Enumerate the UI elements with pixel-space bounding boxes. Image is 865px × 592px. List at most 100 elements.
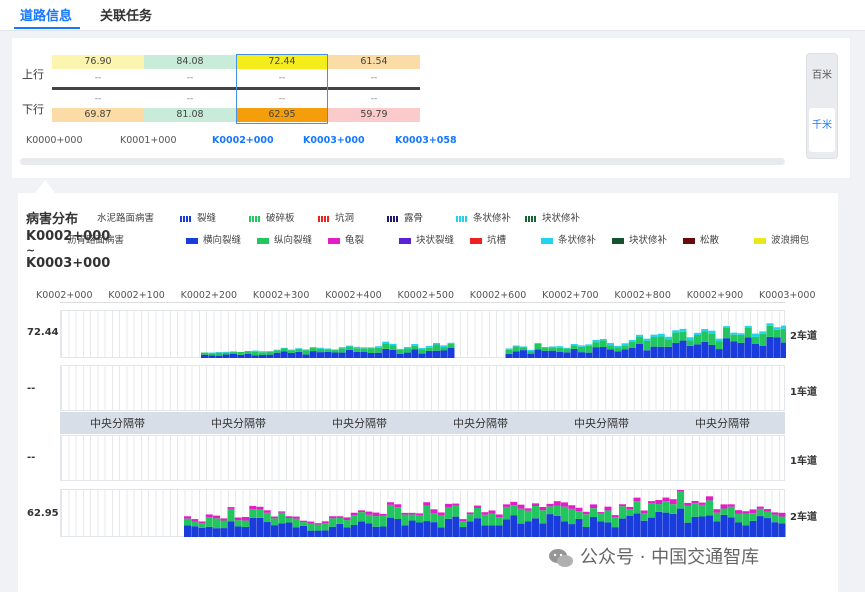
disease-bar-segment — [727, 504, 735, 507]
disease-bar-segment — [534, 342, 542, 344]
disease-bar-segment — [773, 329, 781, 338]
disease-bar-segment — [401, 512, 409, 515]
disease-bar-segment — [430, 513, 438, 523]
legend-item[interactable]: 块状裂缝 — [399, 232, 454, 246]
disease-bar-segment — [628, 339, 636, 342]
disease-bar-segment — [505, 353, 513, 358]
legend-item[interactable]: 松散 — [683, 232, 719, 246]
disease-bar-segment — [665, 346, 672, 358]
selected-segment-box[interactable] — [236, 54, 328, 124]
legend-item[interactable]: 块状修补 — [525, 210, 580, 224]
asphalt-legend-title: 沥青路面病害 — [67, 235, 125, 246]
disease-bar-segment — [404, 347, 411, 349]
tab-related-tasks[interactable]: 关联任务 — [100, 9, 153, 24]
disease-bar-segment — [321, 523, 329, 531]
disease-bar-segment — [198, 523, 206, 528]
disease-bar-segment — [425, 345, 433, 348]
disease-bar-segment — [350, 515, 358, 525]
legend-item[interactable]: 块状修补 — [612, 232, 667, 246]
legend-item[interactable]: 裂缝 — [180, 210, 216, 224]
disease-bar-segment — [720, 504, 728, 509]
down-score-cell[interactable]: 62.95 — [236, 108, 328, 122]
disease-bar-segment — [222, 354, 230, 358]
disease-bar-segment — [570, 344, 578, 346]
legend-item[interactable]: 龟裂 — [328, 232, 364, 246]
mileage-tick[interactable]: K0003+000 — [303, 135, 365, 146]
disease-bar-segment — [338, 348, 346, 353]
disease-bar-segment — [640, 510, 648, 513]
up-score-cell[interactable]: 76.90 — [52, 55, 144, 69]
disease-bar-segment — [220, 528, 228, 537]
disease-bar-segment — [184, 518, 191, 526]
disease-bar-segment — [781, 328, 786, 343]
legend-item[interactable]: 条状修补 — [456, 210, 511, 224]
disease-bar-segment — [437, 512, 445, 516]
legend-item[interactable]: 波浪拥包 — [754, 232, 809, 246]
disease-bar-segment — [292, 527, 300, 537]
disease-bar-segment — [597, 512, 605, 514]
mileage-tick[interactable]: K0002+000 — [212, 135, 274, 146]
disease-bar-segment — [396, 348, 404, 350]
lane-name: 1车道 — [790, 387, 817, 398]
legend-item[interactable]: 条状修补 — [541, 232, 596, 246]
disease-bar-segment — [517, 523, 525, 537]
disease-bar-segment — [343, 517, 351, 521]
legend-swatch — [683, 237, 695, 244]
disease-bar-segment — [271, 516, 278, 519]
disease-bar-segment — [309, 347, 317, 348]
disease-bar-segment — [520, 347, 527, 351]
unit-kilometer-button[interactable]: 千米 — [809, 108, 835, 152]
mileage-tick[interactable]: K0003+058 — [395, 135, 457, 146]
disease-bar-segment — [447, 342, 455, 344]
disease-bar-segment — [532, 503, 539, 507]
legend-item[interactable]: 纵向裂缝 — [257, 232, 312, 246]
disease-bar-segment — [416, 514, 423, 523]
disease-bar-segment — [735, 510, 742, 514]
disease-bar-segment — [759, 333, 767, 346]
disease-bar-segment — [686, 340, 694, 346]
horizontal-scrollbar[interactable] — [20, 158, 785, 165]
tab-road-info[interactable]: 道路信息 — [20, 9, 73, 24]
disease-bar-segment — [730, 334, 738, 342]
legend-item[interactable]: 横向裂缝 — [186, 232, 241, 246]
down-score-cell[interactable]: 81.08 — [144, 108, 236, 122]
up-score-cell[interactable]: 84.08 — [144, 55, 236, 69]
legend-swatch — [525, 215, 537, 222]
legend-item[interactable]: 破碎板 — [249, 210, 295, 224]
legend-item[interactable]: 露骨 — [387, 210, 423, 224]
disease-bar-segment — [295, 348, 303, 350]
disease-bar-segment — [360, 348, 368, 353]
disease-bar-segment — [382, 348, 390, 358]
up-score-cell[interactable]: 61.54 — [328, 55, 420, 69]
disease-bar-segment — [582, 511, 590, 515]
disease-bar-segment — [633, 513, 641, 537]
disease-bar-segment — [230, 353, 237, 358]
disease-bar-segment — [694, 332, 701, 335]
disease-bar-segment — [553, 505, 561, 516]
disease-bar-segment — [365, 511, 373, 515]
disease-bar-segment — [636, 334, 643, 337]
disease-bar-segment — [563, 352, 571, 358]
down-score-cell[interactable]: 59.79 — [328, 108, 420, 122]
axis-line — [60, 302, 785, 303]
disease-bar-segment — [208, 353, 216, 356]
disease-bar-segment — [655, 500, 663, 505]
lane-down-1 — [60, 435, 785, 481]
tab-bar: 道路信息 关联任务 — [0, 0, 865, 31]
disease-bar-segment — [440, 345, 448, 348]
legend-item[interactable]: 坑洞 — [318, 210, 354, 224]
down-score-cell[interactable]: 69.87 — [52, 108, 144, 122]
legend-item[interactable]: 坑槽 — [470, 232, 506, 246]
up-score-cell[interactable]: 72.44 — [236, 55, 328, 69]
disease-bar-segment — [561, 506, 568, 522]
disease-bar-segment — [343, 520, 351, 528]
disease-bar-segment — [314, 524, 322, 531]
disease-bar-segment — [343, 527, 351, 537]
lane-up-2 — [60, 310, 786, 358]
disease-bar-segment — [215, 355, 223, 358]
disease-bar-segment — [633, 497, 641, 502]
disease-bar-segment — [599, 340, 607, 347]
unit-hundred-meter-button[interactable]: 百米 — [812, 70, 832, 81]
disease-bar-segment — [706, 515, 713, 537]
disease-bar-segment — [242, 520, 249, 527]
